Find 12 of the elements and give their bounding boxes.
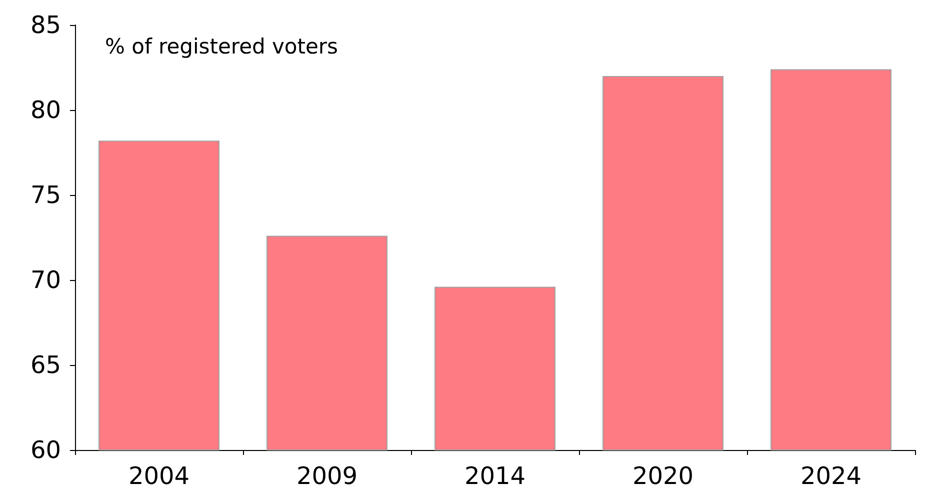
x-tick-label: 2009 bbox=[296, 462, 358, 490]
y-tick-label: 60 bbox=[30, 436, 61, 464]
y-tick-label: 85 bbox=[30, 11, 61, 39]
x-tick-label: 2024 bbox=[800, 462, 862, 490]
x-tick-label: 2020 bbox=[632, 462, 694, 490]
y-axis-title: % of registered voters bbox=[105, 34, 338, 58]
x-tick-label: 2014 bbox=[464, 462, 526, 490]
x-tick-label: 2004 bbox=[128, 462, 190, 490]
y-tick-label: 70 bbox=[30, 266, 61, 294]
y-tick-label: 65 bbox=[30, 351, 61, 379]
y-tick-label: 80 bbox=[30, 96, 61, 124]
y-tick-label: 75 bbox=[30, 181, 61, 209]
